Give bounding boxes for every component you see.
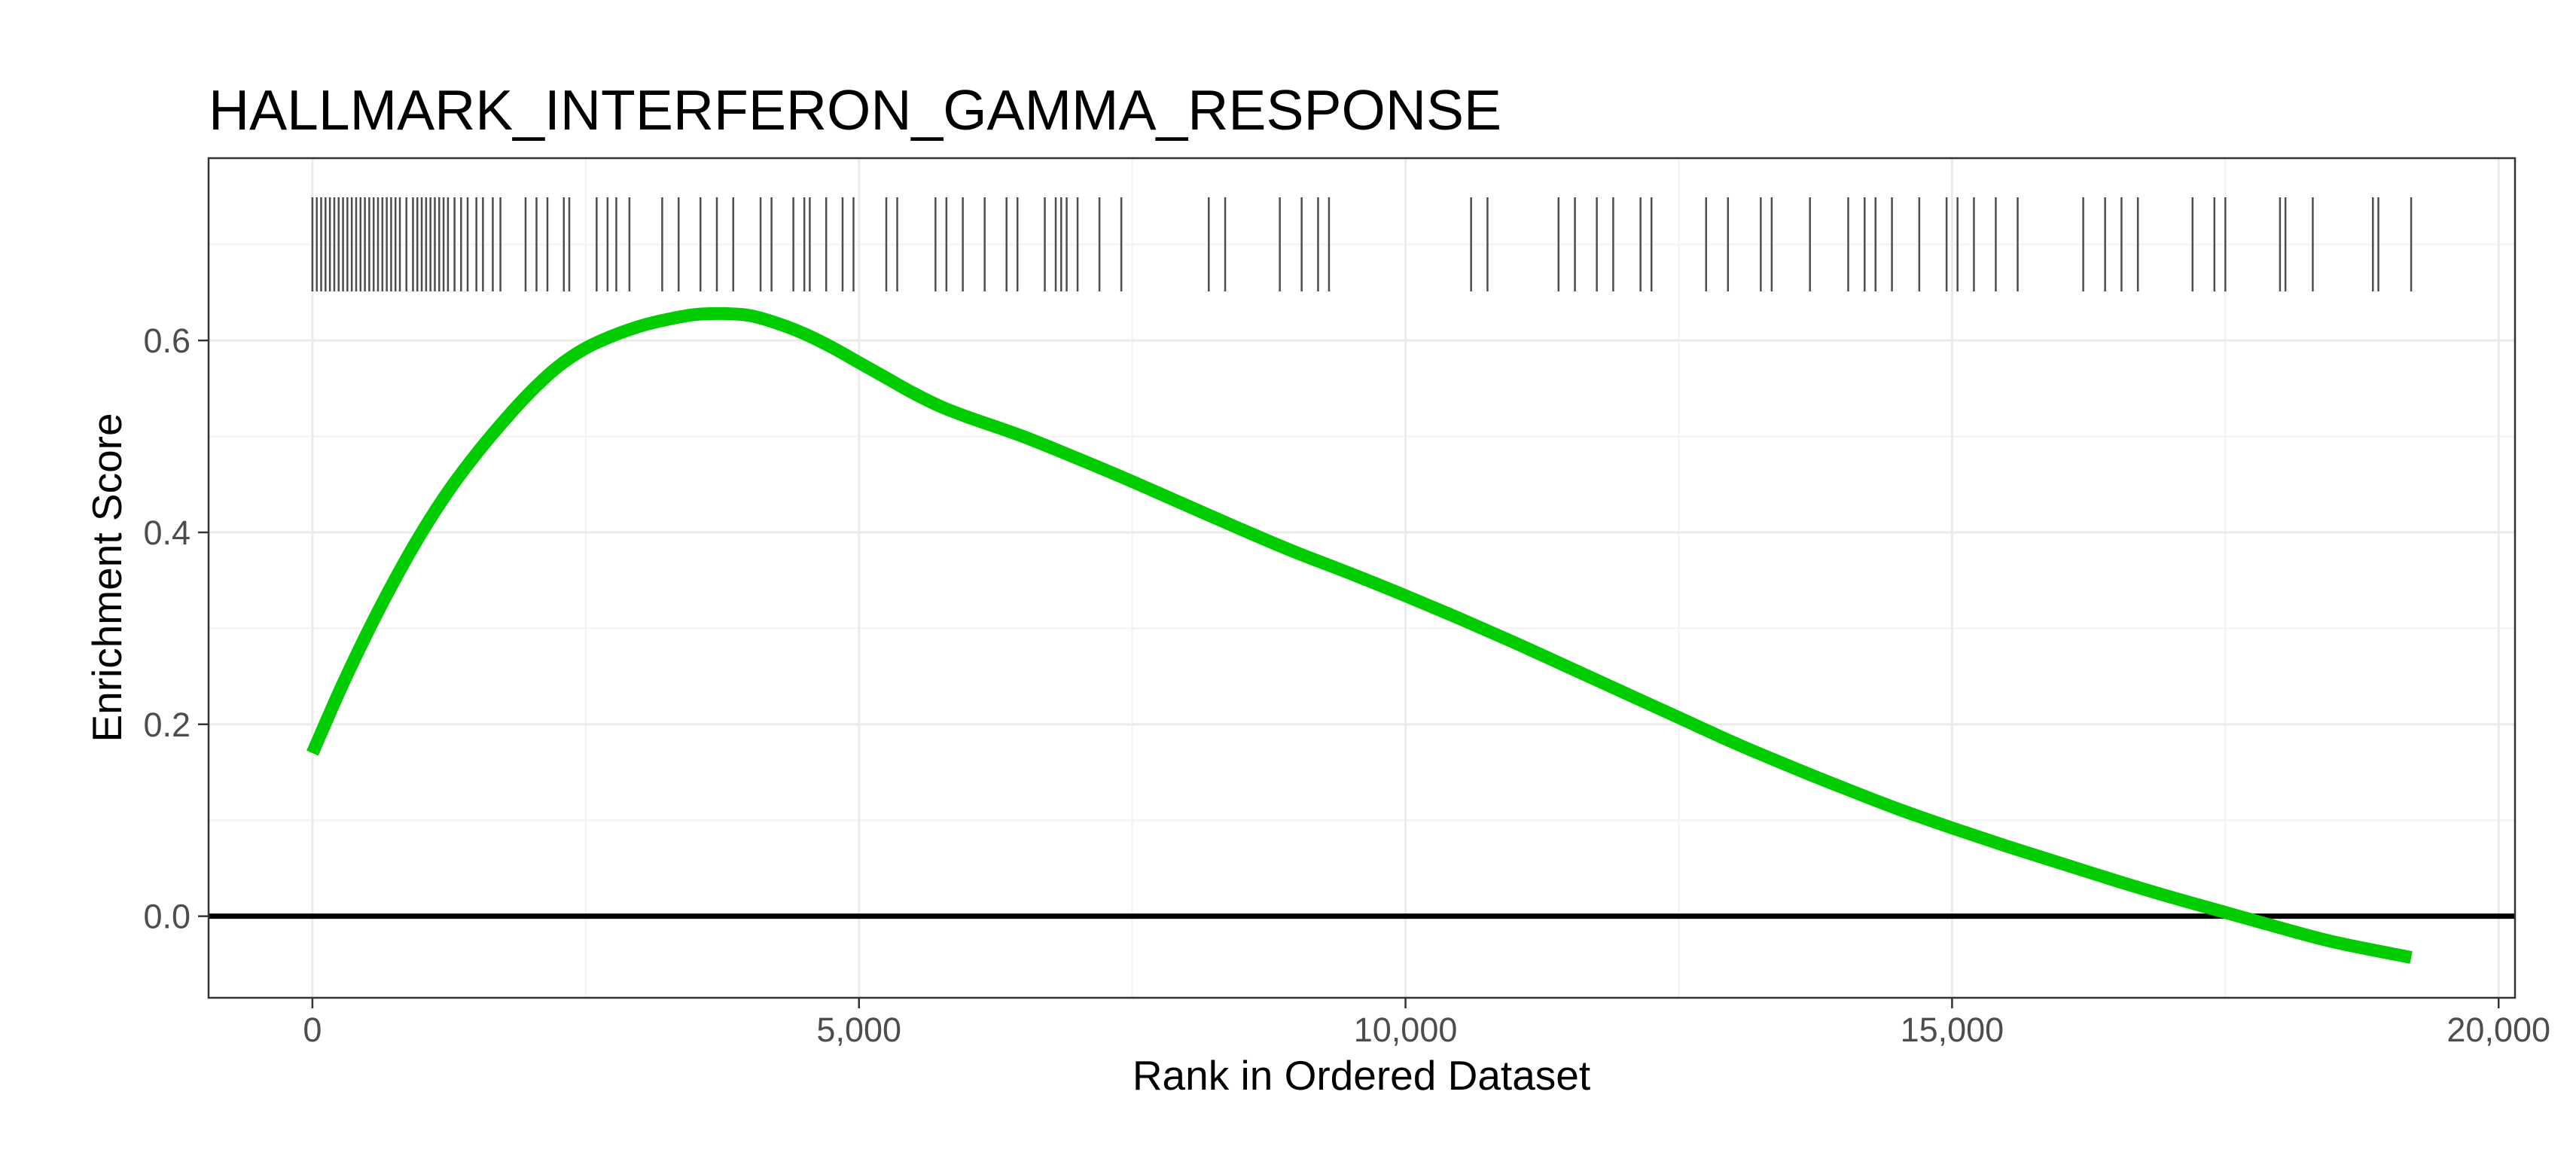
y-tick-label: 0.4 <box>143 514 191 552</box>
y-tick-label: 0.2 <box>143 706 191 744</box>
chart-title: HALLMARK_INTERFERON_GAMMA_RESPONSE <box>209 78 1501 142</box>
x-tick-label: 20,000 <box>2446 1011 2550 1049</box>
y-axis-title: Enrichment Score <box>84 413 130 742</box>
grid-lines <box>209 158 2515 998</box>
x-tick-label: 15,000 <box>1901 1011 2004 1049</box>
y-tick-label: 0.6 <box>143 322 191 360</box>
panel-border <box>207 157 2517 999</box>
x-axis-title: Rank in Ordered Dataset <box>1133 1052 1590 1099</box>
x-tick-label: 10,000 <box>1354 1011 1458 1049</box>
x-axis: 0 5,000 10,000 15,000 20,000 <box>303 998 2550 1049</box>
plot-panel <box>207 157 2517 999</box>
y-tick-label: 0.0 <box>143 898 191 936</box>
x-tick-label: 0 <box>303 1011 322 1049</box>
y-axis: 0.0 0.2 0.4 0.6 <box>143 322 209 936</box>
x-tick-label: 5,000 <box>816 1011 901 1049</box>
gene-hit-rug <box>311 197 2413 291</box>
enrichment-score-curve <box>306 306 2413 964</box>
